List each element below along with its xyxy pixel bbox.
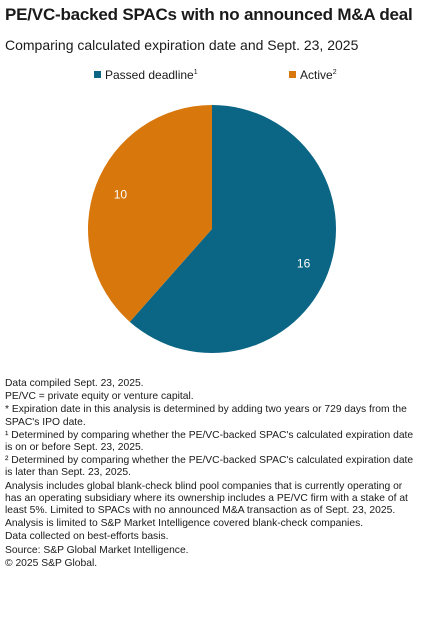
legend-item-active: Active2 [289,68,337,82]
chart-legend: Passed deadline1 Active2 [0,68,425,84]
footnote-pevc-definition: PE/VC = private equity or venture capita… [5,391,194,403]
legend-footnote-1: 1 [193,69,198,76]
chart-title: PE/VC-backed SPACs with no announced M&A… [5,5,413,24]
footnote-date-compiled: Data compiled Sept. 23, 2025. [5,378,144,389]
legend-footnote-2: 2 [332,69,337,76]
pie-slice-active [88,105,212,322]
legend-label-active: Active [300,68,333,82]
footnote-analysis-scope: Analysis includes global blank-check bli… [5,480,408,517]
pie-slice-passed-deadline [129,105,336,353]
footnote-coverage-limit: Analysis is limited to S&P Market Intell… [5,518,364,530]
footnote-source: Source: S&P Global Market Intelligence. [5,544,189,556]
footnotes: Data compiled Sept. 23, 2025. PE/VC = pr… [5,378,417,571]
data-label-passed-deadline: 16 [297,257,311,271]
legend-swatch-active [289,71,296,78]
legend-swatch-passed-deadline [94,71,101,78]
legend-item-passed-deadline: Passed deadline1 [94,68,198,82]
data-label-active: 10 [114,187,128,201]
legend-label-passed-deadline: Passed deadline [105,68,194,82]
footnote-expiration-method: * Expiration date in this analysis is de… [5,404,407,428]
footnote-best-efforts: Data collected on best-efforts basis. [5,531,169,543]
footnote-2: ² Determined by comparing whether the PE… [5,455,414,479]
footnote-1: ¹ Determined by comparing whether the PE… [5,429,414,454]
footnote-copyright: © 2025 S&P Global. [5,557,98,569]
chart-subtitle: Comparing calculated expiration date and… [5,37,359,53]
